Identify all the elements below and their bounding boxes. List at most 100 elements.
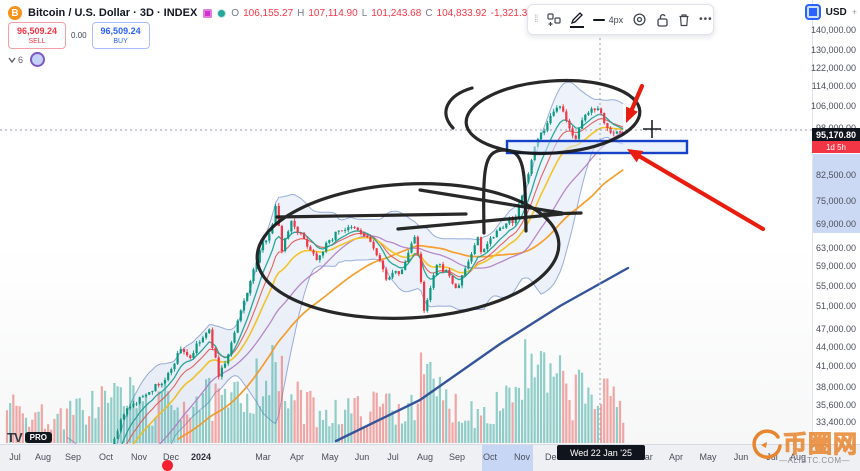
- drawn-stroke[interactable]: [418, 188, 564, 215]
- low-label: L: [361, 7, 368, 19]
- price-tick: 98,000.00: [816, 123, 856, 133]
- site-name: 币圈网: [783, 431, 858, 459]
- drawing-toolbar: ⁞⁞ 4px •••: [527, 4, 714, 35]
- chevron-down-icon: [8, 57, 16, 63]
- site-url: —ALIBTC.COM—: [779, 456, 850, 465]
- manage-drawings-icon[interactable]: [546, 12, 561, 27]
- time-tick: Sep: [64, 452, 82, 462]
- price-tick: 41,000.00: [815, 361, 856, 371]
- annotation-overlay[interactable]: [0, 0, 812, 444]
- drawn-red-arrow[interactable]: [625, 83, 645, 123]
- buy-label: BUY: [113, 37, 128, 45]
- drawn-ellipse[interactable]: [254, 176, 563, 326]
- site-watermark: 币圈网: [749, 424, 858, 459]
- sell-label: SELL: [28, 37, 46, 45]
- buy-price: 96,509.24: [100, 25, 141, 36]
- time-tick: Jun: [733, 452, 749, 462]
- time-tick: Aug: [34, 452, 52, 462]
- time-tick: Sep: [448, 452, 466, 462]
- tradingview-logo: TV: [7, 430, 23, 445]
- drawn-stroke[interactable]: [482, 148, 528, 235]
- time-tick: Dec: [162, 452, 180, 462]
- high-label: H: [297, 7, 305, 19]
- hand-drawn-black-marks[interactable]: [254, 75, 643, 326]
- time-tick: May: [321, 452, 339, 462]
- time-tick: Nov: [130, 452, 148, 462]
- time-tick: Dec: [544, 452, 562, 462]
- time-axis-highlight: [482, 445, 533, 471]
- time-tick: Jul: [9, 452, 21, 462]
- object-tree-icon[interactable]: [30, 52, 46, 67]
- price-tick: 35,600.00: [815, 399, 856, 410]
- pencil-tool-icon[interactable]: [569, 11, 584, 28]
- line-width-label: 4px: [608, 14, 624, 25]
- volume-bars: [5, 339, 625, 443]
- price-tick: 59,000.00: [815, 261, 856, 272]
- drawn-stroke[interactable]: [275, 212, 468, 219]
- time-tick: 2024: [190, 452, 212, 462]
- low-value: 101,243.68: [371, 7, 422, 19]
- add-currency-icon[interactable]: +: [851, 7, 857, 17]
- lock-icon[interactable]: [656, 13, 669, 27]
- price-tick: 114,000.00: [811, 81, 856, 92]
- settings-icon[interactable]: [632, 12, 647, 27]
- price-tick: 69,000.00: [815, 218, 856, 229]
- trade-buttons: 96,509.24 SELL 0.00 96,509.24 BUY: [8, 22, 150, 49]
- price-tick: 33,400.00: [815, 417, 856, 428]
- drawn-stroke[interactable]: [396, 212, 564, 231]
- time-tick: Nov: [513, 452, 531, 462]
- time-tick: Jul: [387, 452, 399, 462]
- flag-icon[interactable]: [203, 8, 213, 18]
- drawn-red-arrow[interactable]: [627, 149, 766, 232]
- price-tick: 140,000.00: [810, 25, 856, 35]
- price-tick: 51,000.00: [815, 301, 856, 312]
- price-tick: 82,500.00: [815, 169, 856, 180]
- line-width-control[interactable]: 4px: [592, 14, 624, 25]
- drawn-stroke[interactable]: [542, 211, 583, 216]
- buy-button[interactable]: 96,509.24 BUY: [91, 22, 150, 49]
- more-options-icon[interactable]: •••: [699, 14, 713, 25]
- recording-dot: [162, 460, 173, 471]
- drawn-ellipse[interactable]: [464, 75, 643, 159]
- time-tick: Aug: [789, 452, 807, 462]
- currency-selector[interactable]: USD +: [804, 4, 857, 20]
- tradingview-watermark: TV PRO: [7, 430, 52, 445]
- symbol-title[interactable]: Bitcoin / U.S. Dollar · 3D · INDEX: [28, 7, 198, 19]
- crosshair-date-label: Wed 22 Jan '25: [557, 445, 645, 460]
- time-tick: Apr: [668, 452, 684, 462]
- pro-badge: PRO: [24, 432, 52, 443]
- close-label: C: [425, 7, 433, 19]
- high-value: 107,114.90: [308, 7, 358, 19]
- price-tick: 75,000.00: [815, 195, 856, 206]
- drawn-stroke[interactable]: [444, 86, 474, 130]
- time-tick: May: [699, 452, 717, 462]
- price-tick: 122,000.00: [810, 62, 856, 73]
- time-tick: Oct: [98, 452, 114, 462]
- close-value: 104,833.92: [436, 7, 487, 19]
- site-logo-icon: [752, 428, 782, 459]
- price-tick: 63,000.00: [815, 243, 856, 254]
- open-label: O: [231, 7, 240, 19]
- price-chart-canvas[interactable]: [0, 0, 812, 444]
- price-tick: 55,000.00: [815, 280, 856, 291]
- drag-handle-icon[interactable]: ⁞⁞: [534, 14, 538, 25]
- price-tick: 38,000.00: [815, 381, 856, 392]
- time-tick: Oct: [482, 452, 498, 462]
- spread-value: 0.00: [71, 31, 87, 40]
- price-tick: 47,000.00: [815, 323, 856, 334]
- bitcoin-icon: B: [8, 6, 22, 20]
- time-tick: Aug: [416, 452, 434, 462]
- price-axis[interactable]: 140,000.00 130,000.00 122,000.00 114,000.00…: [810, 0, 860, 444]
- sell-button[interactable]: 96,509.24 SELL: [8, 22, 66, 49]
- price-tick: 44,000.00: [815, 341, 856, 352]
- time-tick: Jun: [354, 452, 370, 462]
- price-axis-highlight: [813, 154, 860, 233]
- currency-code: USD: [825, 6, 847, 18]
- time-tick: Mar: [637, 452, 653, 462]
- time-axis[interactable]: Jul Aug Sep Oct Nov Dec 2024 Mar Apr May Jun Jul Aug…: [0, 444, 860, 471]
- collapse-counter[interactable]: 6: [8, 55, 23, 65]
- price-tick: 106,000.00: [810, 101, 856, 112]
- symbol-header: B Bitcoin / U.S. Dollar · 3D · INDEX O 10…: [8, 5, 574, 21]
- delete-icon[interactable]: [678, 13, 690, 27]
